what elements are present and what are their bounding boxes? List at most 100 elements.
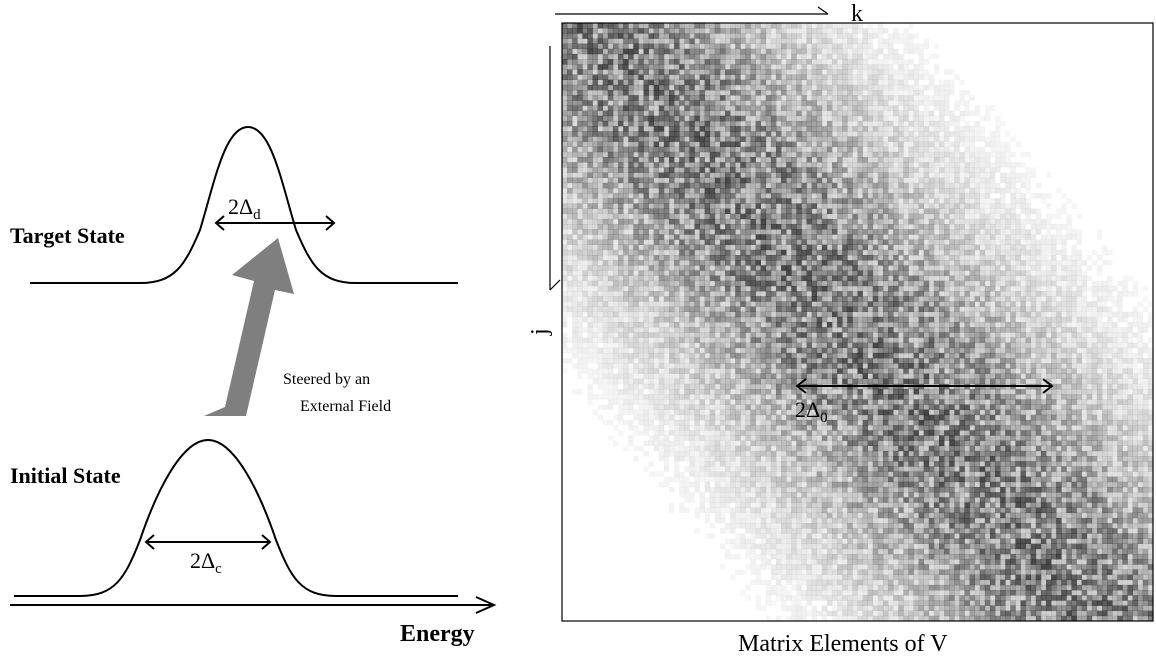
matrix-cell bbox=[562, 95, 568, 101]
matrix-cell bbox=[984, 208, 991, 215]
matrix-cell bbox=[806, 64, 812, 70]
matrix-cell bbox=[679, 33, 685, 39]
matrix-cell bbox=[913, 239, 919, 245]
matrix-cell bbox=[562, 177, 568, 184]
matrix-cell bbox=[714, 224, 721, 230]
matrix-cell bbox=[1015, 280, 1021, 287]
matrix-cell bbox=[882, 59, 889, 65]
matrix-cell bbox=[607, 208, 614, 215]
matrix-cell bbox=[842, 64, 848, 70]
matrix-cell bbox=[587, 23, 593, 29]
matrix-cell bbox=[862, 265, 868, 271]
matrix-cell bbox=[679, 182, 685, 189]
matrix-cell bbox=[821, 203, 828, 209]
matrix-cell bbox=[745, 249, 751, 256]
matrix-cell bbox=[653, 301, 660, 307]
matrix-cell bbox=[918, 157, 925, 163]
matrix-cell bbox=[898, 301, 904, 307]
matrix-cell bbox=[633, 296, 639, 302]
matrix-cell bbox=[725, 33, 731, 39]
matrix-cell bbox=[872, 254, 879, 261]
matrix-cell bbox=[760, 69, 767, 75]
matrix-cell bbox=[842, 275, 848, 282]
matrix-cell bbox=[755, 38, 761, 44]
matrix-cell bbox=[704, 69, 711, 75]
matrix-cell bbox=[893, 126, 899, 132]
matrix-cell bbox=[765, 213, 772, 220]
matrix-cell bbox=[674, 151, 680, 158]
matrix-cell bbox=[949, 187, 955, 194]
matrix-cell bbox=[1102, 280, 1108, 287]
matrix-cell bbox=[928, 162, 935, 168]
matrix-cell bbox=[653, 141, 660, 148]
matrix-cell bbox=[852, 280, 858, 287]
matrix-cell bbox=[867, 69, 874, 75]
matrix-cell bbox=[862, 254, 868, 261]
matrix-cell bbox=[628, 224, 634, 230]
matrix-cell bbox=[959, 173, 964, 178]
matrix-cell bbox=[618, 53, 624, 60]
matrix-cell bbox=[770, 280, 777, 287]
matrix-cell bbox=[689, 280, 695, 287]
matrix-cell bbox=[623, 198, 629, 204]
matrix-cell bbox=[699, 239, 705, 245]
matrix-cell bbox=[1015, 254, 1021, 261]
matrix-cell bbox=[1081, 285, 1088, 292]
matrix-cell bbox=[1086, 254, 1093, 261]
matrix-cell bbox=[882, 162, 889, 168]
matrix-cell bbox=[872, 182, 879, 189]
matrix-cell bbox=[730, 38, 736, 44]
matrix-cell bbox=[612, 28, 619, 34]
matrix-cell bbox=[908, 167, 914, 173]
matrix-cell bbox=[862, 69, 868, 75]
matrix-cell bbox=[674, 84, 680, 91]
matrix-cell bbox=[1046, 203, 1052, 209]
matrix-cell bbox=[750, 151, 756, 158]
matrix-cell bbox=[923, 151, 930, 158]
matrix-cell bbox=[643, 203, 649, 209]
matrix-cell bbox=[577, 198, 583, 204]
matrix-cell bbox=[872, 229, 879, 235]
matrix-cell bbox=[1056, 188, 1061, 193]
matrix-cell bbox=[811, 306, 818, 312]
matrix-cell bbox=[684, 59, 690, 65]
matrix-cell bbox=[668, 244, 675, 251]
matrix-cell bbox=[628, 53, 634, 60]
matrix-cell bbox=[567, 157, 573, 163]
matrix-cell bbox=[653, 280, 660, 287]
matrix-cell bbox=[791, 115, 797, 122]
matrix-cell bbox=[709, 265, 716, 271]
matrix-cell bbox=[806, 28, 812, 34]
matrix-cell bbox=[577, 110, 583, 117]
matrix-cell bbox=[944, 151, 950, 158]
matrix-cell bbox=[694, 275, 700, 282]
matrix-cell bbox=[781, 141, 787, 148]
matrix-cell bbox=[893, 280, 899, 287]
matrix-cell bbox=[668, 270, 675, 276]
matrix-cell bbox=[872, 218, 879, 225]
matrix-cell bbox=[607, 131, 614, 137]
matrix-cell bbox=[837, 203, 843, 209]
matrix-cell bbox=[954, 301, 960, 307]
matrix-cell bbox=[755, 43, 761, 50]
matrix-cell bbox=[1030, 275, 1037, 282]
matrix-cell bbox=[964, 157, 970, 163]
matrix-cell bbox=[765, 229, 772, 235]
matrix-cell bbox=[765, 115, 772, 122]
matrix-cell bbox=[582, 100, 588, 106]
matrix-cell bbox=[663, 136, 670, 142]
matrix-cell bbox=[821, 23, 828, 29]
matrix-cell bbox=[1035, 254, 1042, 261]
matrix-cell bbox=[944, 162, 950, 168]
matrix-cell bbox=[740, 182, 746, 189]
matrix-cell bbox=[658, 182, 665, 189]
matrix-cell bbox=[745, 38, 751, 44]
matrix-cell bbox=[959, 95, 965, 101]
matrix-cell bbox=[908, 95, 914, 101]
matrix-cell bbox=[796, 53, 802, 60]
matrix-cell bbox=[933, 126, 940, 132]
matrix-cell bbox=[928, 296, 935, 302]
matrix-cell bbox=[607, 167, 614, 173]
matrix-cell bbox=[923, 38, 930, 44]
matrix-cell bbox=[602, 280, 609, 287]
